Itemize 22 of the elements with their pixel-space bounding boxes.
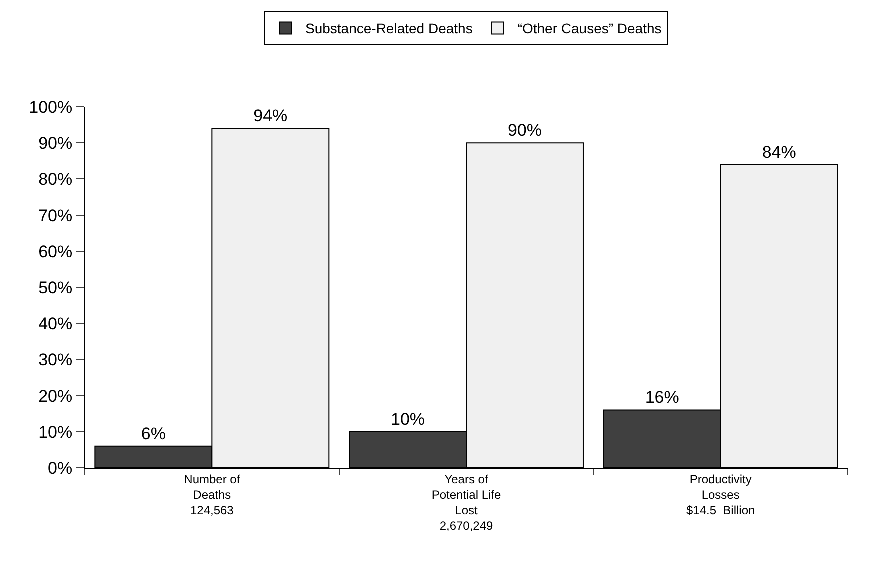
x-tick-label: Number of Deaths 124,563 — [184, 472, 241, 518]
data-label: 94% — [254, 106, 288, 126]
x-tick-label: Years of Potential Life Lost 2,670,249 — [432, 472, 502, 534]
x-tick-label: Productivity Losses $14.5 Billion — [686, 472, 756, 518]
y-tick-label: 60% — [38, 242, 73, 262]
data-label: 10% — [390, 410, 426, 429]
y-tick-label: 20% — [38, 386, 73, 406]
data-label: 16% — [645, 388, 680, 408]
data-label: 84% — [762, 142, 796, 162]
legend-label: Substance-Related Deaths — [306, 20, 473, 37]
y-tick-label: 0% — [48, 458, 73, 478]
y-tick-label: 80% — [38, 170, 73, 190]
y-tick-label: 70% — [38, 206, 73, 226]
y-tick-label: 100% — [29, 98, 73, 117]
y-tick-label: 90% — [38, 134, 73, 154]
y-tick-label: 10% — [38, 422, 73, 442]
data-label: 90% — [508, 121, 542, 140]
data-label: 6% — [141, 424, 166, 444]
y-tick-label: 50% — [38, 278, 73, 298]
y-tick-label: 30% — [38, 350, 73, 370]
y-tick-label: 40% — [38, 314, 73, 334]
legend-label: “Other Causes” Deaths — [518, 20, 662, 37]
